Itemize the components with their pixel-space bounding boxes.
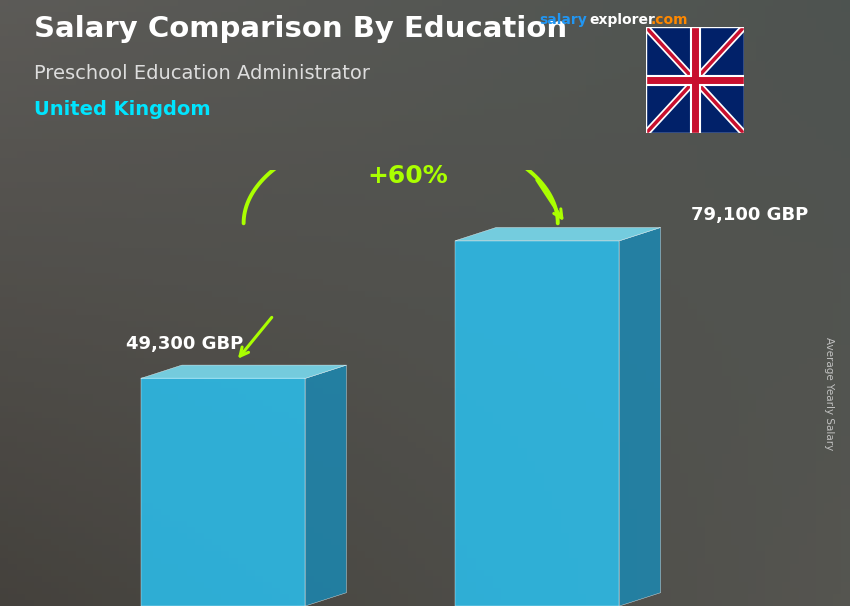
Polygon shape <box>455 241 620 606</box>
Text: salary: salary <box>540 13 587 27</box>
Text: explorer: explorer <box>589 13 654 27</box>
Text: +60%: +60% <box>368 164 449 188</box>
Polygon shape <box>646 27 744 133</box>
Polygon shape <box>455 227 660 241</box>
Polygon shape <box>141 365 347 378</box>
Text: United Kingdom: United Kingdom <box>34 100 211 119</box>
Text: .com: .com <box>650 13 688 27</box>
Text: Average Yearly Salary: Average Yearly Salary <box>824 338 834 450</box>
Text: Salary Comparison By Education: Salary Comparison By Education <box>34 15 567 43</box>
Text: 79,100 GBP: 79,100 GBP <box>690 206 808 224</box>
Polygon shape <box>620 227 660 606</box>
Text: 49,300 GBP: 49,300 GBP <box>126 336 243 353</box>
Polygon shape <box>305 365 347 606</box>
Polygon shape <box>141 378 305 606</box>
Text: Preschool Education Administrator: Preschool Education Administrator <box>34 64 370 82</box>
